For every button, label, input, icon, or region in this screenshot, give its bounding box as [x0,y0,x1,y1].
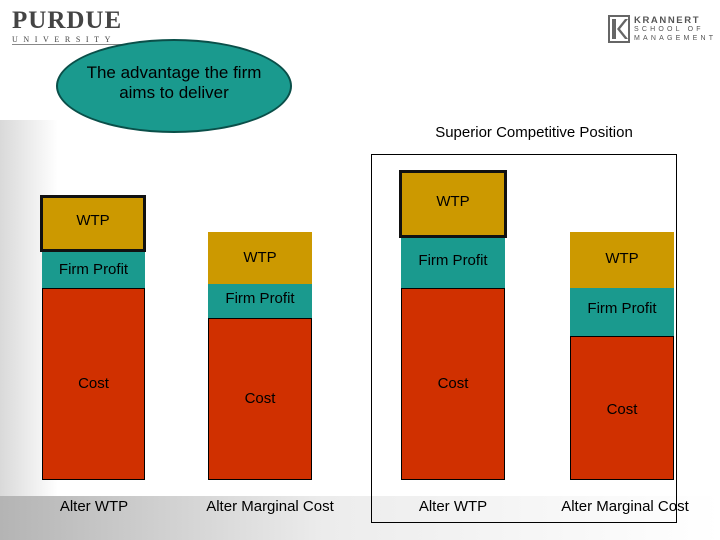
krannert-logo-line1: KRANNERT [634,15,701,26]
purdue-logo-subtitle: UNIVERSITY [12,35,116,44]
col3-cost-label: Cost [437,375,469,392]
purdue-logo-word: PURDUE [12,7,123,34]
col1-caption: Alter WTP [59,498,129,515]
col4-cost-label: Cost [606,401,638,418]
callout-ellipse: The advantage the firm aims to deliver [56,39,292,133]
col3-wtp-segment: WTP [399,170,507,238]
col4-profit-label: Firm Profit [587,300,657,317]
col2-profit-label: Firm Profit [225,290,295,307]
col4-caption: Alter Marginal Cost [561,498,689,515]
purdue-logo-rule [12,44,132,45]
col4-wtp-segment: WTP [570,232,674,288]
krannert-logo-line3: MANAGEMENT [634,34,717,42]
col2-caption: Alter Marginal Cost [206,498,334,515]
bottom-gradient-band [0,496,720,540]
krannert-logo: KRANNERT SCHOOL OF MANAGEMENT [608,15,714,45]
krannert-logo-line2: SCHOOL OF [634,26,704,33]
col3-caption: Alter WTP [418,498,488,515]
col3-profit-label: Firm Profit [418,252,488,269]
superior-position-label: Superior Competitive Position [435,124,633,141]
krannert-k-icon [608,15,630,43]
col2-profit-segment: Firm Profit [208,284,312,318]
col1-profit-segment: Firm Profit [42,252,145,288]
col4-profit-segment: Firm Profit [570,288,674,336]
col1-cost-segment: Cost [42,288,145,480]
col1-cost-label: Cost [78,375,109,392]
col3-cost-segment: Cost [401,288,505,480]
superior-position-frame [371,154,677,523]
col2-cost-label: Cost [244,390,276,407]
col2-wtp-segment: WTP [208,232,312,284]
col3-profit-segment: Firm Profit [401,238,505,288]
col1-profit-label: Firm Profit [58,261,129,278]
callout-text: The advantage the firm aims to deliver [86,63,262,102]
col1-wtp-segment: WTP [40,195,146,252]
col4-wtp-label: WTP [605,250,639,267]
col2-wtp-label: WTP [243,249,277,266]
col2-cost-segment: Cost [208,318,312,480]
col4-cost-segment: Cost [570,336,674,480]
purdue-logo: PURDUE UNIVERSITY [12,7,132,45]
col3-wtp-label: WTP [436,193,470,210]
col1-wtp-label: WTP [76,212,110,229]
